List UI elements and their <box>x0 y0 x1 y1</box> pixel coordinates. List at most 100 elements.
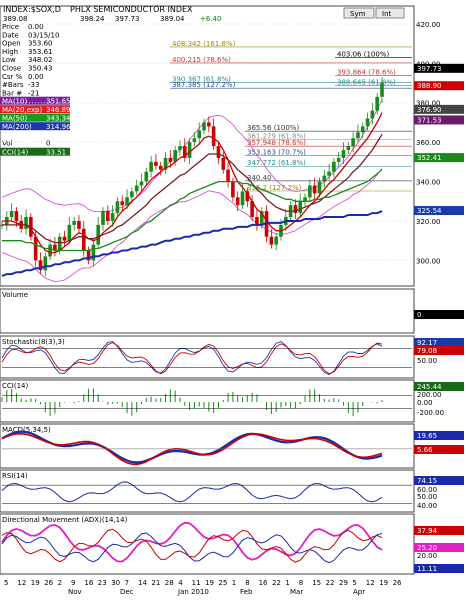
candle-body <box>255 217 259 225</box>
info-value: 350.43 <box>28 65 53 73</box>
candle-body <box>33 236 38 261</box>
sym-button[interactable] <box>343 7 375 19</box>
candle-body <box>130 191 134 198</box>
info-key: High <box>2 48 18 56</box>
fib-label: 353.163 (70.7%) <box>247 149 306 157</box>
price-badge-label: 376.90 <box>417 106 442 114</box>
candle-body <box>178 146 182 151</box>
panel-rsi: RSI(14) <box>0 469 415 513</box>
info-value: 353.61 <box>28 48 53 56</box>
x-month-label: Feb <box>240 588 253 596</box>
symbol-label: INDEX:$SOX,D <box>3 5 61 14</box>
candle-body <box>67 224 72 241</box>
candle-body <box>274 236 278 245</box>
candle-body <box>308 185 312 198</box>
candle-body <box>336 157 341 162</box>
candle-body <box>207 122 211 127</box>
info-key: Csr % <box>2 73 23 81</box>
price-badge-label: 397.73 <box>417 65 442 73</box>
x-tick-label: 5 <box>352 579 356 587</box>
candle-body <box>110 213 115 221</box>
x-month-label: Apr <box>353 588 365 596</box>
high-value: 398.24 <box>80 15 105 23</box>
x-tick-label: 30 <box>111 579 120 587</box>
candle-body <box>192 138 197 143</box>
x-tick-label: 2 <box>58 579 62 587</box>
price-badge <box>414 63 464 73</box>
fib-label: 365.56 (100%) <box>247 124 299 132</box>
x-tick-label: 19 <box>205 579 214 587</box>
candle-body <box>9 211 14 218</box>
x-tick-label: 1 <box>232 579 236 587</box>
candle-body <box>226 169 230 182</box>
open-value: 389.08 <box>3 15 28 23</box>
bollinger-lower <box>1 168 383 283</box>
indicator-panels: Volume Stochastic(8(3),3) CCI(14) MACD(5,34… <box>0 288 464 575</box>
value-badge <box>414 526 464 535</box>
int-button[interactable] <box>375 7 405 19</box>
candle-body <box>351 138 355 147</box>
x-tick-label: 1 <box>285 579 289 587</box>
value-badge-label: 5.66 <box>417 446 433 454</box>
candle-body <box>154 161 158 166</box>
candle-body <box>197 130 202 139</box>
int-button-label: Int <box>382 10 392 18</box>
candle-body <box>0 224 4 226</box>
panel-stoch: Stochastic(8(3),3) <box>0 335 415 379</box>
candle-body <box>327 171 331 176</box>
candle-body <box>346 146 351 151</box>
cci-label: CCI(14) <box>2 149 28 157</box>
price-tick-label: 420.00 <box>416 21 441 29</box>
value-badge <box>414 445 464 454</box>
candle-body <box>48 244 52 257</box>
ma-label: MA(200) <box>2 123 32 131</box>
ma-label: MA(50) <box>2 115 27 123</box>
panel-title: MACD(5,34,5) <box>2 426 51 434</box>
panel-volume: Volume <box>0 288 415 334</box>
value-badge <box>414 382 464 391</box>
candle-body <box>115 201 120 214</box>
ma-line <box>2 133 383 244</box>
candle-body <box>216 146 221 158</box>
value-badge-label: 0 <box>417 311 421 319</box>
axis-tick-label: 40.00 <box>417 502 437 510</box>
candle-body <box>235 197 240 206</box>
candle-body <box>14 211 19 221</box>
candle-body <box>120 201 125 206</box>
x-tick-label: 8 <box>299 579 303 587</box>
x-tick-label: 4 <box>178 579 183 587</box>
candle-body <box>245 191 250 202</box>
candle-body <box>370 110 375 119</box>
indicator-line <box>1 532 383 564</box>
candle-body <box>91 244 96 261</box>
x-tick-label: 25 <box>218 579 227 587</box>
value-badge <box>414 346 464 355</box>
x-tick-label: 16 <box>84 579 93 587</box>
indicator-line <box>1 341 383 376</box>
fib-levels: 408.342 (161.8%) 403.06 (100%) 400.215 (78… <box>170 40 412 192</box>
candle-body <box>163 157 168 170</box>
price-badge-label: 325.54 <box>417 207 442 215</box>
ma-label: MA(10) <box>2 98 27 106</box>
info-key: Bar # <box>2 89 22 97</box>
indicator-line <box>1 521 383 563</box>
candle-body <box>168 157 173 162</box>
candle-body <box>86 250 91 261</box>
info-value: 348.02 <box>28 56 53 64</box>
low-value: 397.73 <box>115 15 140 23</box>
fib-label: 387.385 (127.2%) <box>172 81 236 89</box>
candle-body <box>182 146 187 158</box>
x-tick-label: 22 <box>272 579 281 587</box>
price-badge-label: 352.41 <box>417 154 442 162</box>
price-badge-label: 388.90 <box>417 82 442 90</box>
indicator-line <box>1 430 383 464</box>
info-value: 0.00 <box>28 73 44 81</box>
ma-badge <box>0 105 70 114</box>
x-tick-label: 9 <box>71 579 75 587</box>
x-tick-label: 12 <box>17 579 26 587</box>
x-tick-label: 16 <box>259 579 268 587</box>
axis-tick-label: 60.00 <box>417 486 437 494</box>
fib-label: 390.367 (61.8%) <box>172 75 231 83</box>
